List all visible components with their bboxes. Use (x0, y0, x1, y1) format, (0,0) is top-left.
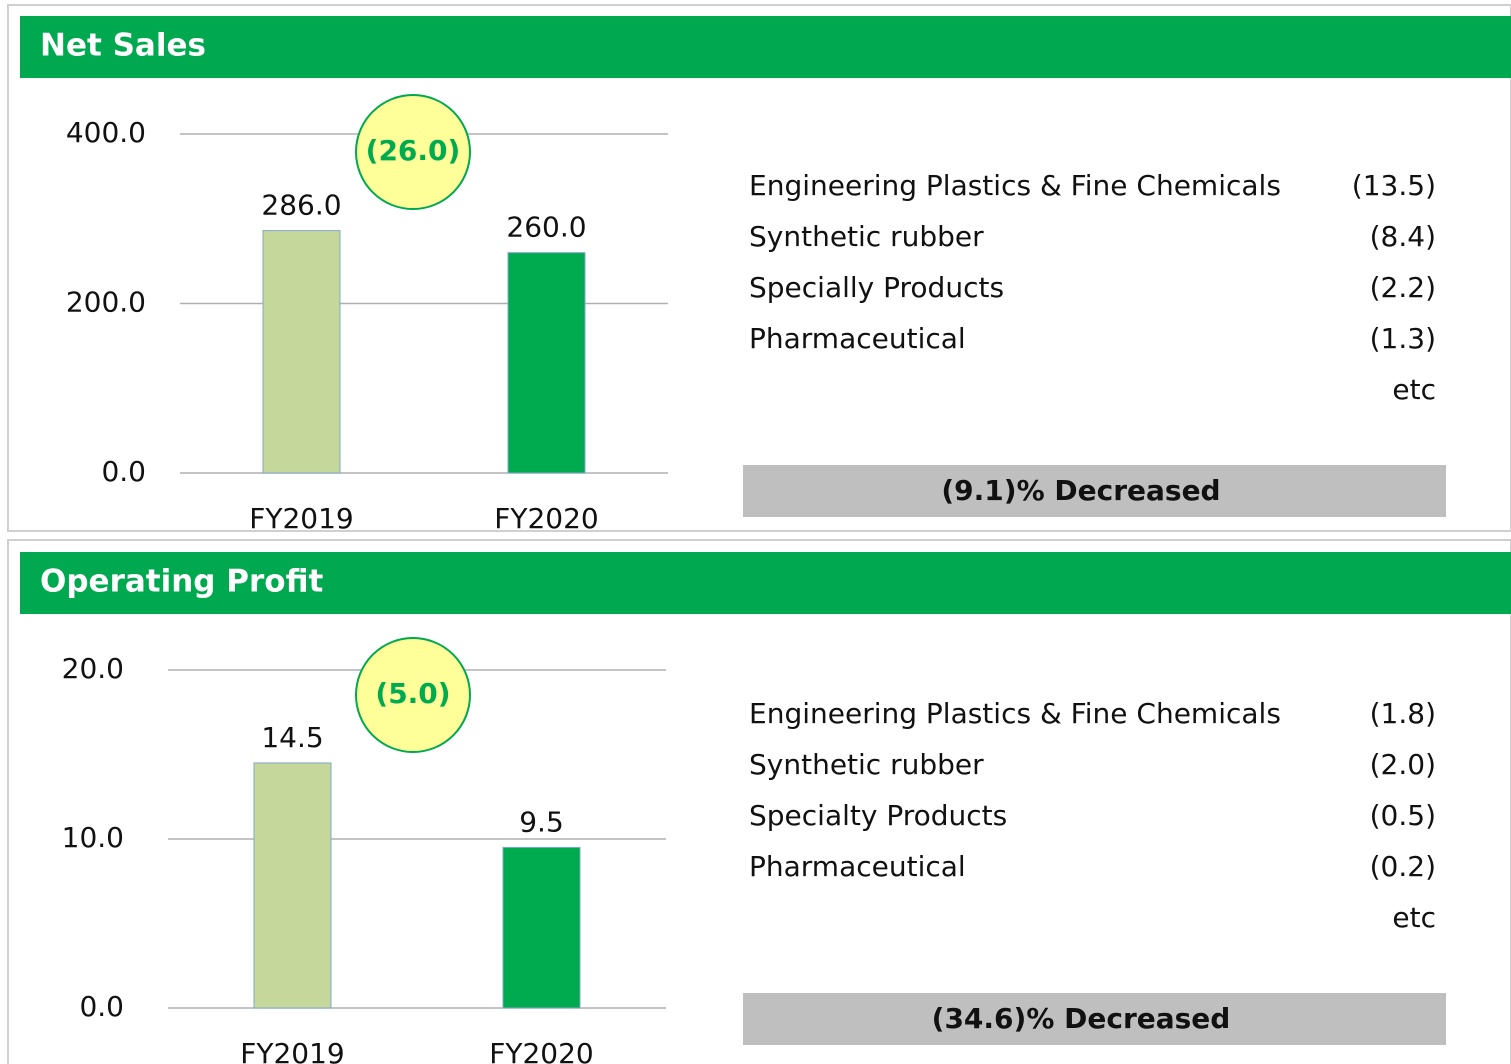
value-label: 286.0 (261, 189, 341, 222)
x-tick-label: FY2020 (494, 502, 598, 535)
panel-title: Operating Profit (40, 564, 324, 600)
bar (507, 252, 586, 474)
y-tick-label: 20.0 (62, 652, 124, 685)
panel-border (7, 539, 1511, 1064)
y-tick-label: 200.0 (66, 286, 146, 319)
value-label: 14.5 (261, 721, 323, 754)
breakdown-value: (2.0) (1370, 748, 1436, 781)
breakdown-value: (0.2) (1370, 850, 1436, 883)
breakdown-value: (0.5) (1370, 799, 1436, 832)
annotation: (26.0) (366, 134, 461, 167)
panel-title: Net Sales (40, 28, 206, 64)
bar (262, 230, 341, 474)
header-bar (20, 16, 1511, 78)
annotation: (5.0) (375, 677, 450, 710)
y-tick-label: 10.0 (62, 821, 124, 854)
y-tick-label: 400.0 (66, 116, 146, 149)
summary-box (743, 465, 1446, 517)
panel-border (7, 4, 1511, 532)
breakdown-value: (8.4) (1370, 220, 1436, 253)
value-label: 9.5 (519, 805, 564, 838)
value-label: 260.0 (506, 211, 586, 244)
y-tick-label: 0.0 (101, 455, 146, 488)
breakdown-name: Synthetic rubber (749, 748, 984, 781)
x-tick-label: FY2020 (489, 1037, 593, 1064)
x-tick-label: FY2019 (249, 502, 353, 535)
breakdown-name: Engineering Plastics & Fine Chemicals (749, 169, 1281, 202)
breakdown-value: (1.3) (1370, 322, 1436, 355)
breakdown-name: Synthetic rubber (749, 220, 984, 253)
x-tick-label: FY2019 (240, 1037, 344, 1064)
breakdown-value: (13.5) (1352, 169, 1436, 202)
breakdown-name: Pharmaceutical (749, 850, 966, 883)
annotation-bubble (355, 94, 471, 210)
bar (253, 762, 332, 1009)
breakdown-name: Pharmaceutical (749, 322, 966, 355)
breakdown-name: Specialty Products (749, 799, 1007, 832)
breakdown-note: etc (1392, 373, 1436, 406)
annotation-bubble (355, 637, 471, 753)
bar (502, 846, 581, 1009)
summary: (34.6)% Decreased (932, 1002, 1231, 1035)
summary-box (743, 993, 1446, 1045)
breakdown-name: Engineering Plastics & Fine Chemicals (749, 697, 1281, 730)
breakdown-value: (1.8) (1370, 697, 1436, 730)
breakdown-name: Specially Products (749, 271, 1004, 304)
header-bar (20, 552, 1511, 614)
summary: (9.1)% Decreased (941, 474, 1220, 507)
y-tick-label: 0.0 (79, 990, 124, 1023)
breakdown-value: (2.2) (1370, 271, 1436, 304)
breakdown-note: etc (1392, 901, 1436, 934)
